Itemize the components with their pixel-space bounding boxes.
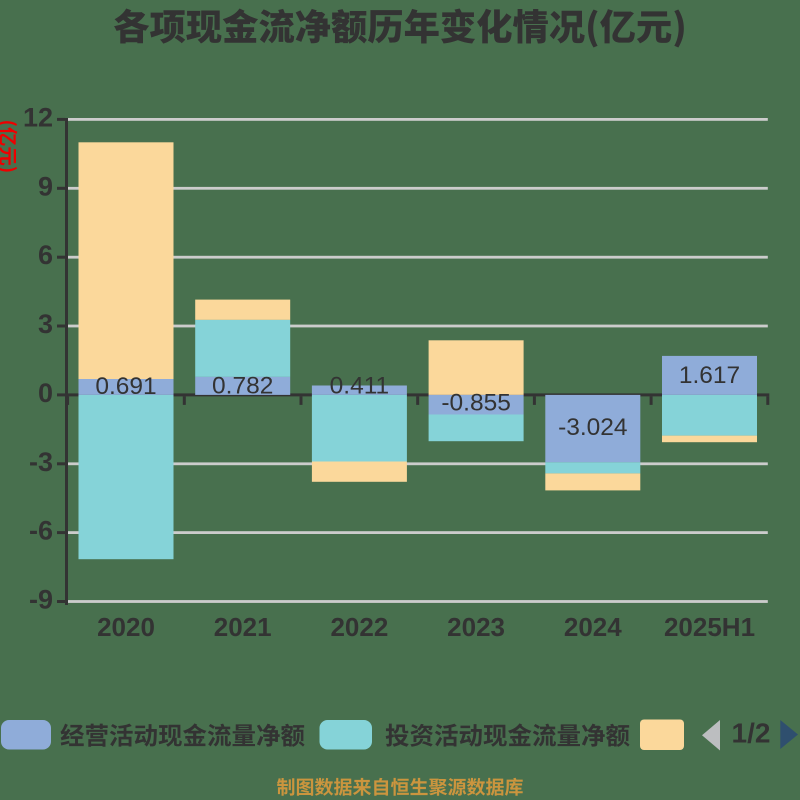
svg-text:9: 9 (38, 171, 53, 201)
svg-text:0: 0 (38, 378, 53, 408)
svg-text:2025H1: 2025H1 (664, 612, 755, 642)
svg-text:6: 6 (38, 240, 53, 270)
svg-text:2024: 2024 (564, 612, 622, 642)
svg-text:2021: 2021 (214, 612, 272, 642)
svg-text:2020: 2020 (97, 612, 155, 642)
svg-text:-9: -9 (29, 585, 53, 615)
svg-text:-6: -6 (29, 516, 53, 546)
svg-text:0.691: 0.691 (95, 373, 156, 400)
svg-text:-0.855: -0.855 (441, 390, 510, 417)
svg-text:1.617: 1.617 (679, 362, 740, 389)
svg-text:-3: -3 (29, 447, 53, 477)
svg-text:3: 3 (38, 309, 53, 339)
svg-text:-3.024: -3.024 (558, 414, 627, 441)
svg-text:2022: 2022 (330, 612, 388, 642)
svg-text:0.411: 0.411 (330, 373, 390, 400)
svg-text:12: 12 (23, 102, 53, 132)
svg-text:2023: 2023 (447, 612, 505, 642)
svg-text:1/2: 1/2 (732, 718, 771, 749)
svg-text:0.782: 0.782 (212, 373, 273, 400)
